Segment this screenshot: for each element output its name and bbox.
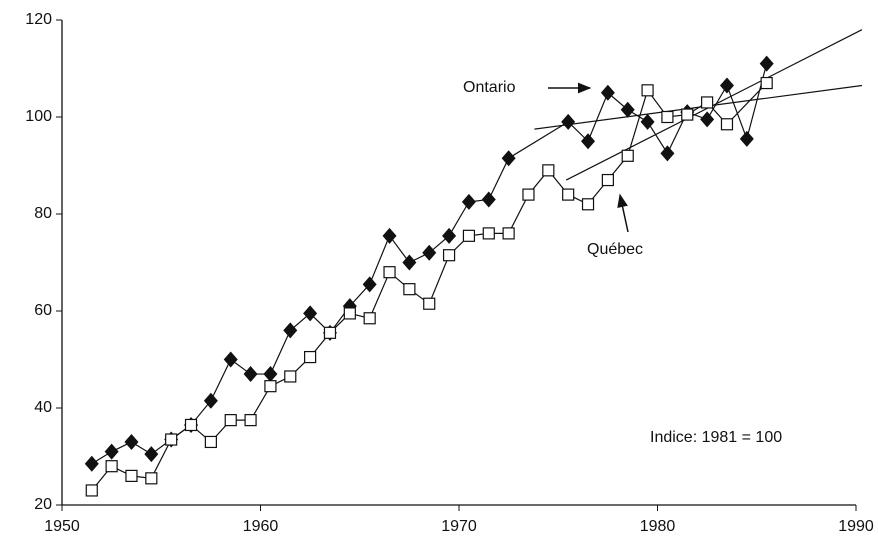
diamond-marker — [719, 77, 734, 94]
square-marker — [681, 108, 694, 121]
square-marker — [562, 188, 575, 201]
series-line — [91, 82, 768, 491]
diamond-marker — [660, 145, 675, 162]
series-label: Ontario — [463, 79, 516, 96]
diamond-marker — [700, 111, 715, 128]
diamond-marker — [303, 305, 318, 322]
x-tick-label: 1960 — [243, 518, 279, 535]
square-marker — [204, 435, 217, 449]
square-marker — [383, 266, 396, 279]
square-marker — [343, 307, 356, 320]
diamond-marker — [362, 276, 377, 293]
square-marker — [323, 326, 337, 339]
x-tick-label: 1970 — [441, 518, 477, 535]
y-tick-label: 120 — [25, 11, 52, 28]
square-marker — [284, 370, 297, 383]
diamond-marker — [739, 130, 754, 147]
x-tick-label: 1950 — [44, 518, 80, 535]
square-marker — [542, 164, 555, 177]
square-marker — [224, 414, 237, 427]
diamond-marker — [759, 55, 774, 72]
series-line — [91, 63, 768, 465]
square-marker — [304, 350, 317, 364]
diamond-marker — [203, 392, 218, 409]
square-marker — [641, 84, 654, 97]
y-tick-label: 40 — [34, 399, 52, 416]
series-label: Québec — [587, 241, 643, 258]
diamond-marker — [124, 433, 139, 450]
square-marker — [760, 76, 773, 90]
square-marker — [482, 227, 495, 240]
x-tick-label: 1980 — [640, 518, 676, 535]
diamond-marker — [422, 244, 437, 261]
diamond-marker — [561, 113, 576, 130]
square-marker — [165, 433, 178, 446]
square-marker — [363, 312, 376, 325]
diamond-marker — [600, 84, 615, 101]
square-marker — [502, 227, 515, 240]
annotation: Indice: 1981 = 100 — [650, 429, 782, 446]
y-tick-label: 20 — [34, 496, 52, 513]
diamond-marker — [640, 113, 655, 130]
diamond-marker — [402, 254, 417, 271]
square-marker — [621, 149, 634, 162]
diamond-marker — [243, 366, 258, 383]
square-marker — [105, 460, 118, 473]
diamond-marker — [144, 446, 159, 463]
square-marker — [264, 380, 277, 393]
square-marker — [522, 188, 535, 201]
square-marker — [601, 173, 614, 187]
diamond-marker — [461, 193, 476, 210]
diamond-marker — [620, 101, 635, 118]
y-tick-label: 80 — [34, 205, 52, 222]
diamond-marker — [104, 443, 119, 460]
y-tick-label: 100 — [25, 108, 52, 125]
trend-line — [565, 29, 863, 181]
square-marker — [581, 198, 595, 211]
diamond-marker — [84, 455, 99, 472]
square-marker — [184, 418, 198, 432]
square-marker — [462, 229, 476, 242]
square-marker — [720, 118, 734, 131]
quebec-arrow — [617, 193, 629, 233]
square-marker — [661, 110, 674, 124]
y-tick-label: 60 — [34, 302, 52, 319]
diamond-marker — [382, 227, 397, 244]
x-tick-label: 1990 — [838, 518, 874, 535]
square-marker — [244, 414, 257, 427]
square-marker — [145, 472, 158, 485]
diamond-marker — [581, 133, 596, 150]
diamond-marker — [263, 366, 278, 383]
square-marker — [125, 469, 138, 482]
diamond-marker — [442, 227, 457, 244]
diamond-marker — [283, 322, 298, 339]
square-marker — [423, 297, 436, 310]
diamond-marker — [481, 191, 496, 208]
square-marker — [701, 96, 714, 109]
square-marker — [442, 249, 456, 262]
square-marker — [403, 283, 416, 296]
diamond-marker — [223, 351, 238, 368]
square-marker — [85, 484, 98, 497]
diamond-marker — [501, 150, 516, 167]
